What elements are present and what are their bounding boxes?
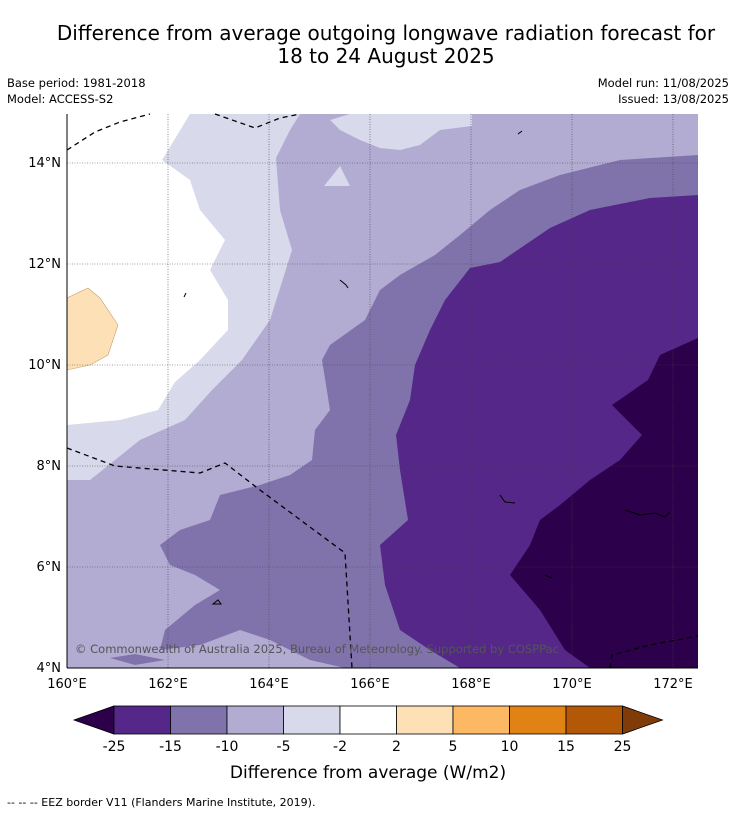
colorbar-segment <box>339 705 397 735</box>
colorbar-ticks: -25 -15 -10 -5 -2 2 5 10 15 25 <box>103 739 632 755</box>
islands <box>183 130 671 605</box>
colorbar-segment <box>226 705 284 735</box>
colorbar-segments <box>72 705 664 735</box>
colorbar-segment <box>283 705 341 735</box>
title-line-2: 18 to 24 August 2025 <box>277 44 495 68</box>
colorbar-segment <box>565 705 623 735</box>
anomaly-band-minus5-c <box>324 166 350 186</box>
graticule <box>67 114 698 668</box>
anomaly-band-plus2 <box>67 287 119 371</box>
lon-tick-170: 170°E <box>552 677 592 692</box>
colorbar-extend-low <box>72 705 115 735</box>
lon-tick-166: 166°E <box>350 677 390 692</box>
lat-tick-12: 12°N <box>28 257 61 272</box>
colorbar-tick-label: -10 <box>216 739 239 755</box>
anomaly-band-below-minus25 <box>510 338 698 668</box>
anomaly-band-minus15-b <box>110 654 165 665</box>
model-run: Model run: 11/08/2025 <box>597 76 729 90</box>
chart-title: Difference from average outgoing longwav… <box>30 22 736 68</box>
lon-tick-164: 164°E <box>249 677 289 692</box>
lat-tick-10: 10°N <box>28 358 61 373</box>
anomaly-band-minus5-b <box>330 114 472 150</box>
meta-left: Base period: 1981-2018 Model: ACCESS-S2 <box>7 75 146 107</box>
colorbar-segment <box>509 705 567 735</box>
colorbar-segment <box>113 705 171 735</box>
eez-legend-footer: -- -- -- EEZ border V11 (Flanders Marine… <box>7 796 316 809</box>
colorbar-tick-label: -25 <box>103 739 126 755</box>
colorbar-label: Difference from average (W/m2) <box>230 763 506 783</box>
colorbar-tick-label: 5 <box>449 739 458 755</box>
colorbar-segment <box>170 705 228 735</box>
colorbar-tick-label: -5 <box>277 739 291 755</box>
colorbar-tick-label: 2 <box>392 739 401 755</box>
lat-tick-8: 8°N <box>37 459 62 474</box>
colorbar-extend-high <box>622 705 664 735</box>
lon-tick-labels: 160°E 162°E 164°E 166°E 168°E 170°E 172°… <box>47 677 693 692</box>
lat-tick-4: 4°N <box>37 661 62 676</box>
colorbar-segment <box>452 705 510 735</box>
colorbar-segment <box>396 705 454 735</box>
lon-tick-172: 172°E <box>653 677 693 692</box>
copyright-text: © Commonwealth of Australia 2025, Bureau… <box>75 642 559 656</box>
meta-right: Model run: 11/08/2025 Issued: 13/08/2025 <box>598 75 729 107</box>
map-plot <box>67 114 698 668</box>
colorbar-tick-label: 15 <box>557 739 575 755</box>
lat-tick-labels: 4°N 6°N 8°N 10°N 12°N 14°N <box>28 156 61 676</box>
colorbar-tick-label: -15 <box>159 739 182 755</box>
colorbar-tick-label: 10 <box>501 739 519 755</box>
issued-date: Issued: 13/08/2025 <box>618 92 729 106</box>
lon-tick-160: 160°E <box>47 677 87 692</box>
title-line-1: Difference from average outgoing longwav… <box>56 21 716 45</box>
eez-borders <box>66 113 699 669</box>
lat-tick-6: 6°N <box>37 560 62 575</box>
lat-tick-14: 14°N <box>28 156 61 171</box>
model-name: Model: ACCESS-S2 <box>7 92 114 106</box>
map: © Commonwealth of Australia 2025, Bureau… <box>28 113 699 692</box>
lon-tick-162: 162°E <box>148 677 188 692</box>
colorbar-tick-label: 25 <box>614 739 632 755</box>
lon-tick-168: 168°E <box>451 677 491 692</box>
colorbar-tick-label: -2 <box>333 739 347 755</box>
base-period: Base period: 1981-2018 <box>7 76 146 90</box>
